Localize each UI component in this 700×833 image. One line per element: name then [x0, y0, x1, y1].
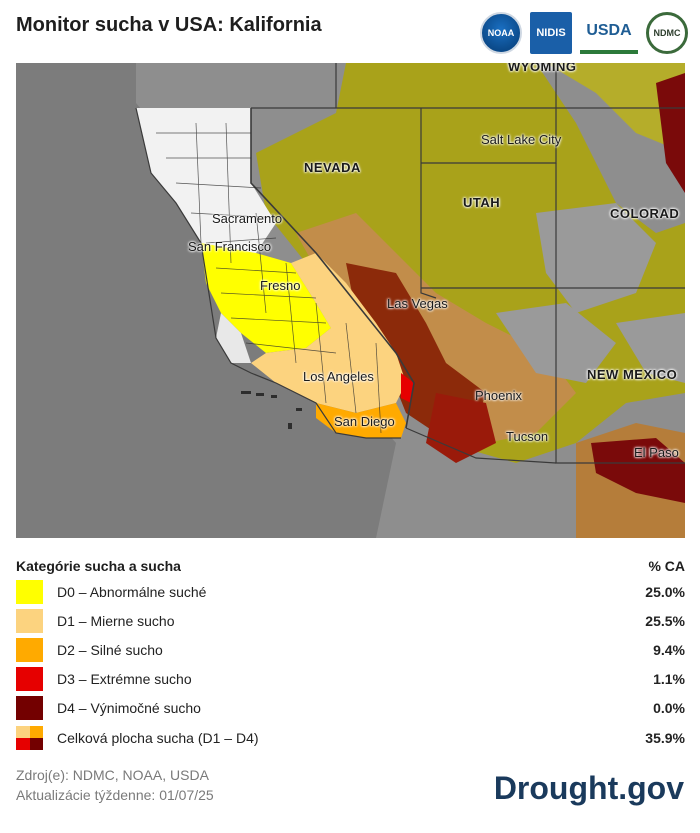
legend-row-total: Celková plocha sucha (D1 – D4) 35.9%: [16, 726, 685, 750]
map-label-colorado: COLORAD: [610, 206, 680, 221]
swatch-total: [16, 726, 43, 750]
swatch-d2: [16, 638, 43, 662]
map-label-phoenix: Phoenix: [475, 388, 522, 403]
source-line: Zdroj(e): NDMC, NOAA, USDA: [16, 767, 209, 783]
legend-row-d4: D4 – Výnimočné sucho 0.0%: [16, 696, 685, 720]
swatch-d4: [16, 696, 43, 720]
legend-label: D0 – Abnormálne suché: [57, 584, 207, 600]
legend-value: 9.4%: [653, 642, 685, 658]
map-label-las-vegas: Las Vegas: [387, 296, 448, 311]
legend-header-label: Kategórie sucha a sucha: [16, 558, 181, 574]
map-label-salt-lake-city: Salt Lake City: [481, 132, 562, 147]
update-line: Aktualizácie týždenne: 01/07/25: [16, 787, 214, 803]
legend-label: D4 – Výnimočné sucho: [57, 700, 201, 716]
legend-value: 25.5%: [645, 613, 685, 629]
legend-label: D3 – Extrémne sucho: [57, 671, 192, 687]
map-label-san-francisco: San Francisco: [188, 239, 272, 254]
map-label-sacramento: Sacramento: [212, 211, 283, 226]
legend-value: 0.0%: [653, 700, 685, 716]
map-label-el-paso: El Paso: [634, 445, 679, 460]
drought-gov-logo[interactable]: Drought.gov: [493, 770, 684, 806]
swatch-d1: [16, 609, 43, 633]
map-label-fresno: Fresno: [260, 278, 301, 293]
legend-row-d3: D3 – Extrémne sucho 1.1%: [16, 667, 685, 691]
drought-map[interactable]: WYOMING NEVADA UTAH COLORAD NEW MEXICO S…: [16, 63, 685, 538]
legend-value: 35.9%: [645, 730, 685, 746]
swatch-d3: [16, 667, 43, 691]
legend-label: Celková plocha sucha (D1 – D4): [57, 730, 259, 746]
map-graphic: [16, 63, 685, 538]
legend-row-d1: D1 – Mierne sucho 25.5%: [16, 609, 685, 633]
legend-label: D2 – Silné sucho: [57, 642, 163, 658]
map-label-new-mexico: NEW MEXICO: [587, 367, 678, 382]
legend-row-d0: D0 – Abnormálne suché 25.0%: [16, 580, 685, 604]
partner-logos: NOAA NIDIS USDA NDMC: [480, 12, 688, 54]
usda-logo[interactable]: USDA: [580, 12, 638, 54]
page-title: Monitor sucha v USA: Kalifornia: [16, 14, 322, 36]
map-label-los-angeles: Los Angeles: [303, 369, 374, 384]
noaa-logo[interactable]: NOAA: [480, 12, 522, 54]
map-label-san-diego: San Diego: [334, 414, 395, 429]
nidis-logo[interactable]: NIDIS: [530, 12, 572, 54]
legend-header: Kategórie sucha a sucha % CA: [16, 558, 685, 574]
map-label-utah: UTAH: [463, 195, 501, 210]
legend-header-value: % CA: [648, 558, 685, 574]
legend-value: 1.1%: [653, 671, 685, 687]
legend-value: 25.0%: [645, 584, 685, 600]
ndmc-logo[interactable]: NDMC: [646, 12, 688, 54]
map-label-tucson: Tucson: [506, 429, 549, 444]
legend-row-d2: D2 – Silné sucho 9.4%: [16, 638, 685, 662]
source-note: Zdroj(e): NDMC, NOAA, USDA Aktualizácie …: [16, 765, 214, 805]
swatch-d0: [16, 580, 43, 604]
map-label-wyoming: WYOMING: [508, 63, 577, 74]
map-label-nevada: NEVADA: [304, 160, 361, 175]
legend-label: D1 – Mierne sucho: [57, 613, 175, 629]
